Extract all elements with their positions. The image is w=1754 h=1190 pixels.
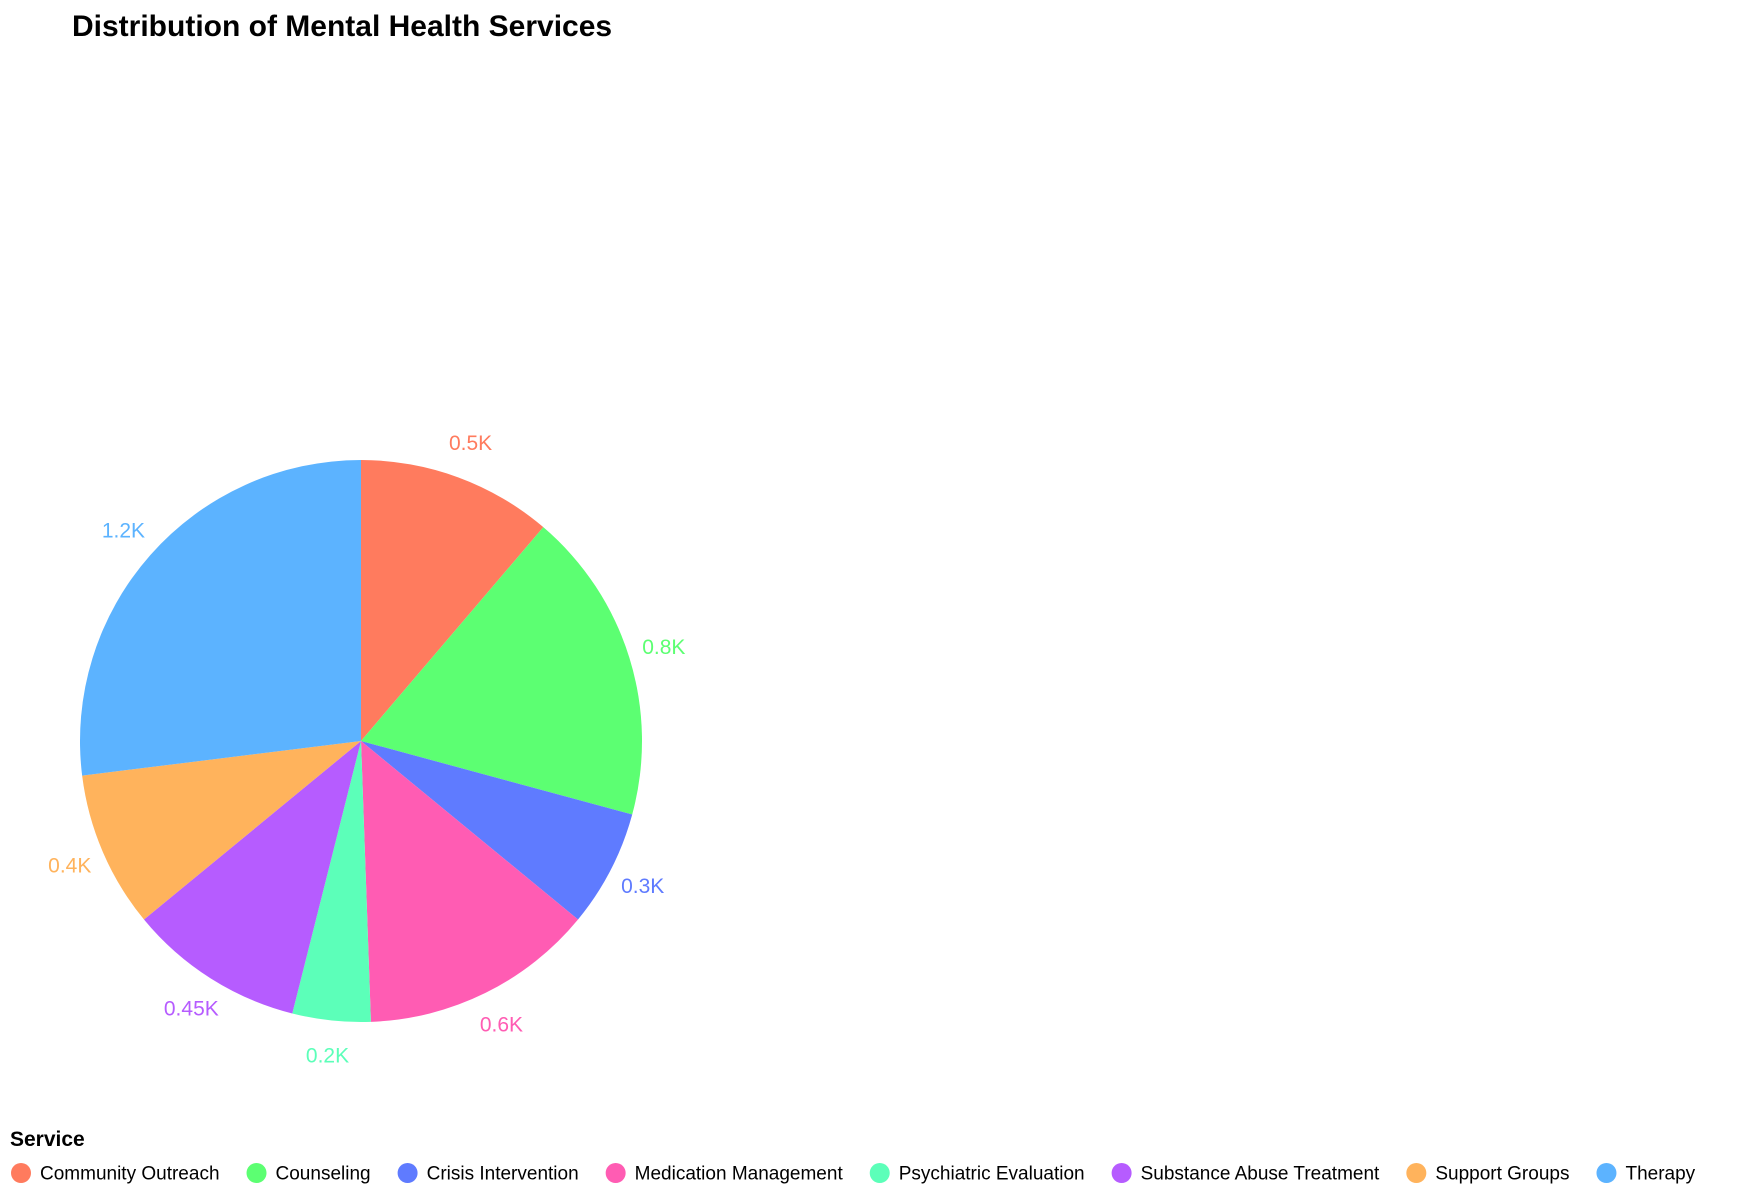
pie-slices bbox=[79, 460, 642, 1023]
legend-item-community-outreach[interactable]: Community Outreach bbox=[11, 1163, 220, 1185]
pie-slice-crisis-intervention bbox=[361, 741, 633, 920]
legend-label: Counseling bbox=[276, 1164, 371, 1185]
pie-slice-support-groups bbox=[82, 741, 362, 920]
data-label-counseling: 0.8K bbox=[642, 636, 685, 659]
pie-slice-substance-abuse-treatment bbox=[143, 741, 361, 1014]
legend-item-support-groups[interactable]: Support Groups bbox=[1406, 1163, 1569, 1185]
legend-marker bbox=[397, 1163, 418, 1183]
pie-slice-counseling bbox=[361, 527, 642, 815]
legend-label: Crisis Intervention bbox=[427, 1164, 579, 1185]
data-label-support-groups: 0.4K bbox=[48, 855, 91, 878]
legend-marker bbox=[1406, 1163, 1427, 1183]
pie-slice-therapy bbox=[79, 460, 362, 776]
legend-label: Medication Management bbox=[635, 1164, 844, 1185]
pie-slice-medication-management bbox=[361, 741, 579, 1022]
pie-data-labels: 0.5K 0.8K 0.3K 0.6K 0.2K 0.45K 0.4K 1.2K bbox=[48, 432, 685, 1068]
legend-item-counseling[interactable]: Counseling bbox=[246, 1163, 371, 1185]
legend-item-medication-management[interactable]: Medication Management bbox=[605, 1163, 844, 1185]
legend-label: Therapy bbox=[1625, 1164, 1695, 1185]
data-label-medication-management: 0.6K bbox=[480, 1014, 523, 1037]
legend-item-psychiatric-evaluation[interactable]: Psychiatric Evaluation bbox=[869, 1163, 1085, 1185]
legend-title: Service bbox=[10, 1128, 85, 1151]
data-label-crisis-intervention: 0.3K bbox=[621, 875, 664, 898]
pie-slice-psychiatric-evaluation bbox=[292, 741, 371, 1023]
data-label-community-outreach: 0.5K bbox=[449, 432, 492, 455]
legend-items: Community Outreach Counseling Crisis Inter… bbox=[11, 1163, 1696, 1185]
legend-label: Substance Abuse Treatment bbox=[1141, 1164, 1380, 1185]
chart-title: Distribution of Mental Health Services bbox=[72, 10, 612, 43]
legend-item-crisis-intervention[interactable]: Crisis Intervention bbox=[397, 1163, 579, 1185]
legend-marker bbox=[605, 1163, 626, 1183]
legend-label: Psychiatric Evaluation bbox=[899, 1164, 1085, 1185]
legend-marker bbox=[11, 1163, 31, 1183]
legend-label: Community Outreach bbox=[40, 1164, 220, 1185]
legend-marker bbox=[1111, 1163, 1132, 1183]
data-label-therapy: 1.2K bbox=[102, 520, 145, 543]
legend-marker bbox=[246, 1163, 267, 1183]
data-label-psychiatric-evaluation: 0.2K bbox=[306, 1045, 349, 1068]
legend-label: Support Groups bbox=[1435, 1164, 1569, 1185]
legend-item-substance-abuse-treatment[interactable]: Substance Abuse Treatment bbox=[1111, 1163, 1380, 1185]
legend-marker bbox=[869, 1163, 890, 1183]
legend: Service Community Outreach Counseling Cris… bbox=[10, 1128, 1696, 1185]
data-label-substance-abuse-treatment: 0.45K bbox=[164, 997, 219, 1020]
pie-slice-community-outreach bbox=[361, 460, 544, 741]
legend-marker bbox=[1596, 1163, 1617, 1183]
legend-item-therapy[interactable]: Therapy bbox=[1596, 1163, 1696, 1185]
